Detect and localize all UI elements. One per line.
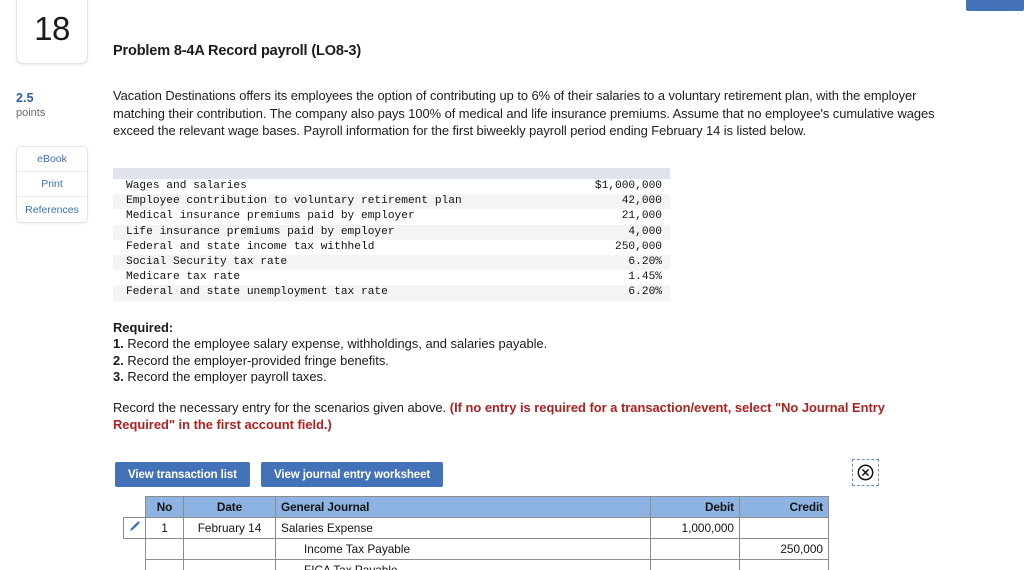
journal-cell-account[interactable]: Income Tax Payable xyxy=(275,538,651,560)
view-transaction-list-button[interactable]: View transaction list xyxy=(115,462,250,487)
top-right-action-button[interactable] xyxy=(966,0,1024,11)
facts-value: $1,000,000 xyxy=(571,179,670,195)
facts-row: Medical insurance premiums paid by emplo… xyxy=(113,209,670,225)
required-item-1: 1. Record the employee salary expense, w… xyxy=(113,336,547,352)
journal-header-no: No xyxy=(145,496,184,518)
required-item-3-number: 3. xyxy=(113,369,124,385)
journal-cell-no[interactable] xyxy=(145,559,184,570)
problem-description: Vacation Destinations offers its employe… xyxy=(113,88,935,139)
facts-row: Federal and state unemployment tax rate … xyxy=(113,285,670,301)
pencil-icon xyxy=(128,520,141,536)
question-number: 18 xyxy=(34,9,70,47)
tool-button-group: eBook Print References xyxy=(16,146,88,223)
edit-row-button[interactable] xyxy=(123,517,146,539)
ebook-button[interactable]: eBook xyxy=(17,147,87,172)
facts-row: Wages and salaries $1,000,000 xyxy=(113,179,670,195)
points-label: points xyxy=(16,107,46,119)
journal-cell-date[interactable] xyxy=(183,559,276,570)
view-journal-entry-worksheet-button[interactable]: View journal entry worksheet xyxy=(261,462,444,487)
journal-header-date: Date xyxy=(183,496,276,518)
facts-value: 250,000 xyxy=(571,239,670,256)
facts-label: Federal and state unemployment tax rate xyxy=(113,285,572,301)
required-heading: Required: xyxy=(113,320,174,335)
record-instruction: Record the necessary entry for the scena… xyxy=(113,400,945,433)
facts-label: Employee contribution to voluntary retir… xyxy=(113,194,572,210)
required-item-2: 2. Record the employer-provided fringe b… xyxy=(113,353,547,369)
journal-cell-debit[interactable] xyxy=(650,538,740,560)
journal-header-row: No Date General Journal Debit Credit xyxy=(123,496,829,518)
journal-cell-account[interactable]: FICA Tax Payable xyxy=(275,559,651,570)
journal-cell-edit-empty xyxy=(124,560,146,570)
question-number-box: 18 xyxy=(16,0,88,64)
journal-cell-date[interactable] xyxy=(183,538,276,560)
record-instruction-note: (If no entry is required for a transacti… xyxy=(113,400,885,432)
facts-label: Medical insurance premiums paid by emplo… xyxy=(113,209,572,225)
facts-row: Medicare tax rate 1.45% xyxy=(113,270,670,286)
facts-value: 6.20% xyxy=(571,285,670,301)
facts-value: 6.20% xyxy=(571,255,670,271)
facts-header-bar xyxy=(113,168,670,179)
facts-label: Social Security tax rate xyxy=(113,255,572,271)
journal-entry-table-wrapper: No Date General Journal Debit Credit xyxy=(123,496,829,570)
facts-row: Employee contribution to voluntary retir… xyxy=(113,194,670,210)
required-block: Required: 1. Record the employee salary … xyxy=(113,320,547,386)
points-value: 2.5 xyxy=(16,91,34,105)
question-rail: 18 2.5 points eBook Print References xyxy=(0,0,104,570)
references-button[interactable]: References xyxy=(17,197,87,222)
facts-value: 4,000 xyxy=(571,224,670,240)
print-button[interactable]: Print xyxy=(17,172,87,197)
journal-entry-table: No Date General Journal Debit Credit xyxy=(123,496,829,570)
journal-header-credit: Credit xyxy=(739,496,829,518)
problem-title: Problem 8-4A Record payroll (LO8-3) xyxy=(113,43,362,59)
journal-cell-credit[interactable] xyxy=(739,517,829,539)
required-item-3-text: Record the employer payroll taxes. xyxy=(127,369,327,385)
journal-cell-date[interactable]: February 14 xyxy=(183,517,276,539)
facts-label: Wages and salaries xyxy=(113,179,572,195)
required-item-2-text: Record the employer-provided fringe bene… xyxy=(127,352,389,368)
record-instruction-lead: Record the necessary entry for the scena… xyxy=(113,400,450,415)
journal-cell-account[interactable]: Salaries Expense xyxy=(275,517,651,539)
journal-cell-no[interactable]: 1 xyxy=(145,517,184,539)
journal-cell-debit[interactable]: 1,000,000 xyxy=(650,517,740,539)
facts-row: Federal and state income tax withheld 25… xyxy=(113,239,670,256)
close-button[interactable] xyxy=(852,459,879,486)
required-item-3: 3. Record the employer payroll taxes. xyxy=(113,369,547,385)
facts-row: Social Security tax rate 6.20% xyxy=(113,255,670,271)
required-item-2-number: 2. xyxy=(113,352,124,368)
journal-cell-edit-empty xyxy=(124,539,146,560)
facts-value: 21,000 xyxy=(571,209,670,225)
facts-label: Life insurance premiums paid by employer xyxy=(113,224,572,240)
journal-cell-no[interactable] xyxy=(145,538,184,560)
facts-label: Medicare tax rate xyxy=(113,270,572,286)
facts-footer-fill xyxy=(113,300,670,310)
table-row[interactable]: FICA Tax Payable xyxy=(124,559,829,570)
facts-label: Federal and state income tax withheld xyxy=(113,239,572,256)
close-circle-icon xyxy=(857,464,874,481)
facts-value: 1.45% xyxy=(571,270,670,286)
table-row[interactable]: Income Tax Payable 250,000 xyxy=(124,538,829,560)
facts-header-fill xyxy=(113,168,670,179)
journal-cell-debit[interactable] xyxy=(650,559,740,570)
facts-value: 42,000 xyxy=(571,194,670,210)
table-row[interactable]: 1 February 14 Salaries Expense 1,000,000 xyxy=(123,517,829,539)
required-item-1-number: 1. xyxy=(113,336,124,352)
required-item-1-text: Record the employee salary expense, with… xyxy=(127,336,548,352)
journal-cell-credit[interactable] xyxy=(739,559,829,570)
journal-cell-credit[interactable]: 250,000 xyxy=(739,538,829,560)
journal-header-edit xyxy=(123,496,146,518)
payroll-information-table: Wages and salaries $1,000,000 Employee c… xyxy=(113,168,670,310)
facts-row: Life insurance premiums paid by employer… xyxy=(113,224,670,240)
journal-header-debit: Debit xyxy=(650,496,740,518)
journal-header-general-journal: General Journal xyxy=(275,496,651,518)
